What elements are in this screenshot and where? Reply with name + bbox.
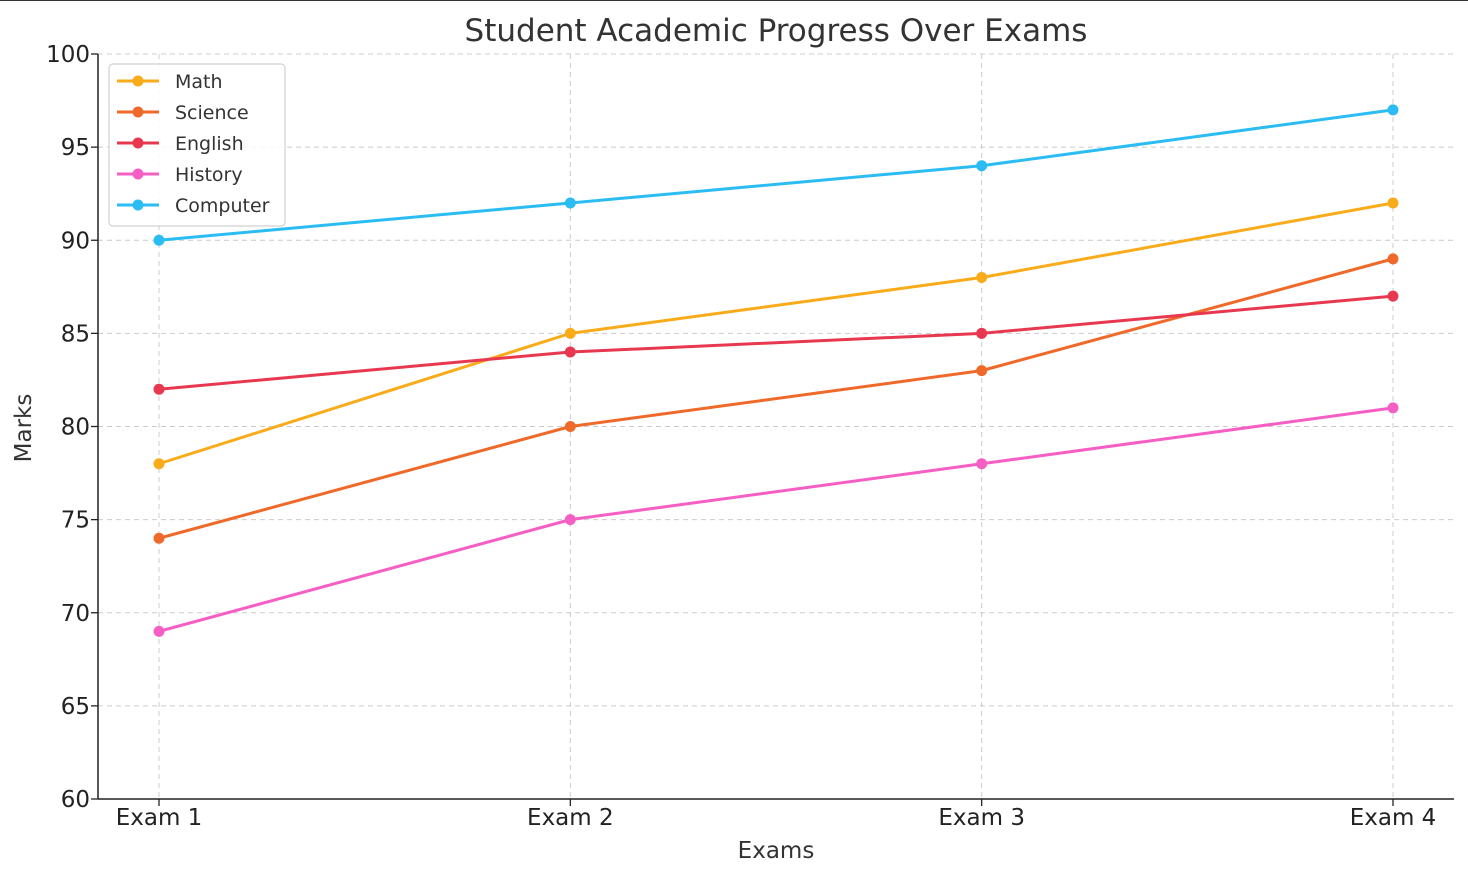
data-point: [1387, 253, 1399, 265]
series-line: [157, 201, 1395, 466]
top-border: [0, 0, 1468, 1]
data-point: [153, 625, 165, 637]
series-science: [153, 253, 1399, 544]
legend-swatch-marker: [132, 168, 144, 180]
series-computer: [153, 104, 1399, 246]
legend-label: Science: [175, 102, 249, 124]
data-point: [1387, 197, 1399, 209]
series-layer: [153, 104, 1399, 637]
legend-box: [108, 63, 286, 227]
x-axis-label: Exams: [738, 838, 815, 864]
data-point: [976, 327, 988, 339]
y-tick-label: 60: [61, 787, 90, 813]
legend-label: Math: [175, 71, 223, 93]
x-tick-label: Exam 4: [1350, 805, 1437, 831]
y-tick-label: 65: [61, 694, 90, 720]
y-tick-label: 90: [61, 228, 90, 254]
series-math: [153, 197, 1399, 470]
data-point: [153, 234, 165, 246]
legend-item-history: History: [117, 164, 243, 186]
legend-item-math: Math: [117, 71, 223, 93]
series-line: [157, 294, 1395, 391]
legend-label: History: [175, 164, 243, 186]
y-tick-label: 100: [46, 42, 90, 68]
data-point: [564, 421, 576, 432]
series-line: [157, 406, 1395, 633]
data-point: [564, 346, 576, 358]
data-point: [1387, 104, 1399, 116]
data-point: [1387, 402, 1399, 414]
y-tick-label: 85: [61, 321, 90, 347]
x-tick-label: Exam 3: [938, 805, 1025, 831]
legend-item-english: English: [117, 133, 244, 155]
data-point: [976, 160, 988, 172]
y-tick-label: 80: [61, 415, 90, 441]
legend-item-computer: Computer: [117, 195, 270, 217]
legend-label: English: [175, 133, 244, 155]
data-point: [976, 458, 988, 470]
data-point: [564, 514, 576, 526]
y-axis-label: Marks: [11, 394, 37, 463]
legend: Math Science English History Computer: [108, 63, 286, 227]
series-history: [153, 402, 1399, 637]
legend-label: Computer: [175, 195, 270, 217]
axes: 60 65 70 75 80 85 90 95 100 Exam 1 Exam 2 Exam 3 Exa…: [46, 42, 1454, 831]
data-point: [153, 383, 165, 395]
legend-swatch-marker: [132, 106, 144, 118]
x-tick-label: Exam 1: [116, 805, 203, 831]
x-tick-label: Exam 2: [527, 805, 614, 831]
data-point: [976, 365, 988, 377]
chart-title: Student Academic Progress Over Exams: [465, 13, 1088, 49]
data-point: [1387, 290, 1399, 302]
y-tick-label: 75: [61, 508, 90, 534]
data-point: [976, 272, 988, 283]
legend-item-science: Science: [117, 102, 249, 124]
y-tick-label: 70: [61, 601, 90, 627]
y-tick-label: 95: [61, 135, 90, 161]
data-point: [153, 532, 165, 544]
legend-swatch-marker: [132, 137, 144, 149]
series-line: [157, 257, 1395, 540]
series-english: [153, 290, 1399, 395]
legend-swatch-marker: [132, 199, 144, 211]
data-point: [153, 458, 165, 470]
data-point: [564, 197, 576, 209]
data-point: [564, 327, 576, 339]
series-line: [157, 108, 1395, 242]
legend-swatch-marker: [132, 75, 144, 87]
